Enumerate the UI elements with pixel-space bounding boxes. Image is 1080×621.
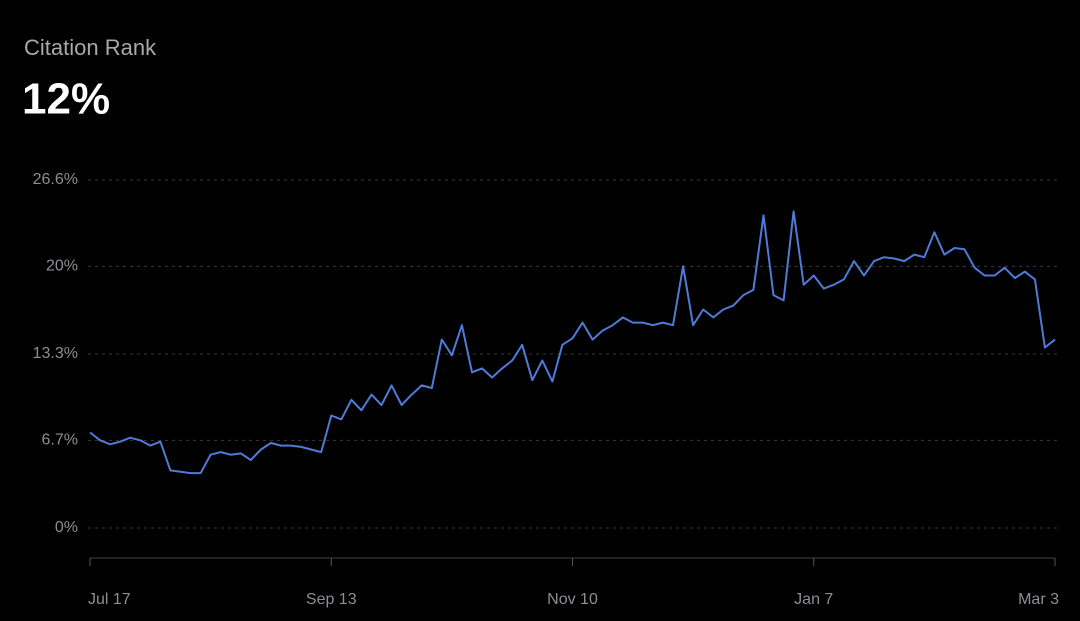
headline-value: 12%: [22, 75, 110, 124]
y-tick-label: 0%: [55, 519, 78, 536]
x-tick-label: Nov 10: [547, 591, 598, 608]
y-tick-label: 20%: [46, 258, 78, 275]
x-tick-label: Jan 7: [794, 591, 833, 608]
x-tick-label: Mar 3: [1018, 591, 1059, 608]
y-tick-label: 26.6%: [33, 171, 78, 188]
y-tick-label: 6.7%: [42, 432, 78, 449]
x-tick-label: Sep 13: [306, 591, 357, 608]
chart-title: Citation Rank: [24, 35, 157, 60]
y-tick-label: 13.3%: [33, 345, 78, 362]
x-tick-label: Jul 17: [88, 591, 131, 608]
data-line: [89, 210, 1056, 475]
